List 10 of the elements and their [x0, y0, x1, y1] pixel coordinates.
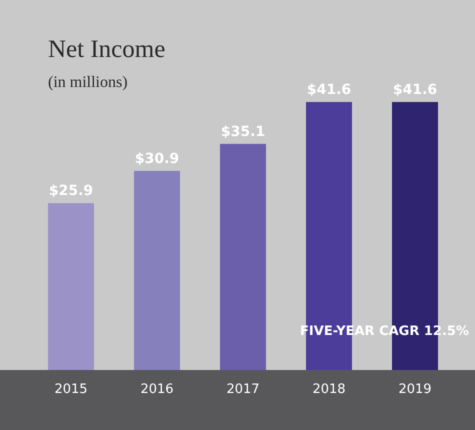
x-tick-label: 2017 [226, 382, 260, 398]
bar [220, 144, 266, 370]
x-tick-label: 2019 [398, 382, 432, 398]
chart-subtitle: (in millions) [48, 74, 128, 92]
x-tick-label: 2018 [312, 382, 346, 398]
bar [48, 203, 94, 370]
bar [134, 170, 180, 370]
x-tick-label: 2015 [54, 382, 88, 398]
chart-title: Net Income [48, 36, 166, 64]
x-tick-label: 2016 [140, 382, 174, 398]
